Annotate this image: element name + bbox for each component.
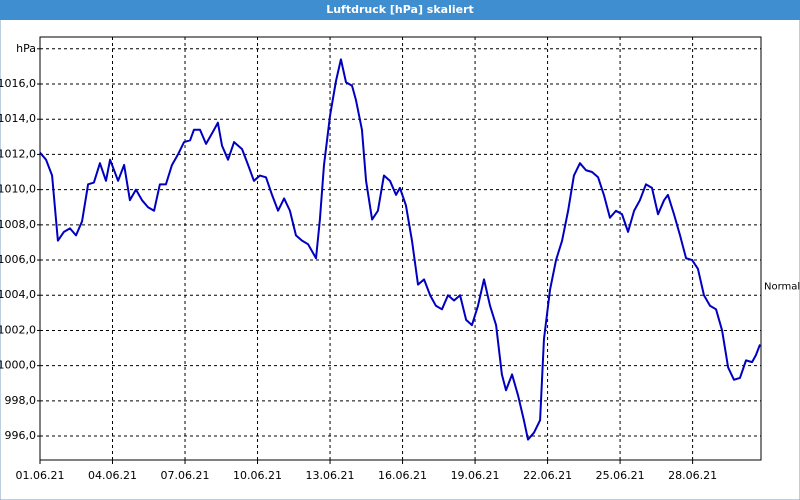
x-tick-label: 10.06.21 [233,469,282,482]
x-tick-label: 25.06.21 [596,469,645,482]
normal-label: Normal [764,281,800,292]
title-bar [0,0,800,20]
y-tick-label: 1002,0 [0,323,36,336]
y-tick-label: 1008,0 [0,218,36,231]
x-tick-label: 19.06.21 [451,469,500,482]
y-tick-label: 1000,0 [0,359,36,372]
y-tick-label: 1006,0 [0,253,36,266]
y-tick-label: hPa [16,42,36,55]
y-tick-label: 1016,0 [0,77,36,90]
x-tick-label: 16.06.21 [378,469,427,482]
line-series [39,58,761,441]
x-tick-label: 04.06.21 [88,469,137,482]
x-tick-label: 01.06.21 [16,469,65,482]
y-tick-label: 1014,0 [0,112,36,125]
y-tick-label: 1010,0 [0,183,36,196]
x-tick-label: 28.06.21 [668,469,717,482]
y-tick-label: 1012,0 [0,147,36,160]
plot-frame [39,36,762,461]
y-tick-label: 1004,0 [0,288,36,301]
y-tick-label: 996,0 [5,429,37,442]
x-tick-label: 22.06.21 [523,469,572,482]
x-tick-label: 07.06.21 [161,469,210,482]
y-tick-label: 998,0 [5,394,37,407]
x-tick-label: 13.06.21 [306,469,355,482]
chart-title: Luftdruck [hPa] skaliert [326,3,474,16]
